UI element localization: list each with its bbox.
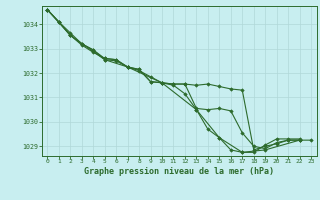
X-axis label: Graphe pression niveau de la mer (hPa): Graphe pression niveau de la mer (hPa) xyxy=(84,167,274,176)
